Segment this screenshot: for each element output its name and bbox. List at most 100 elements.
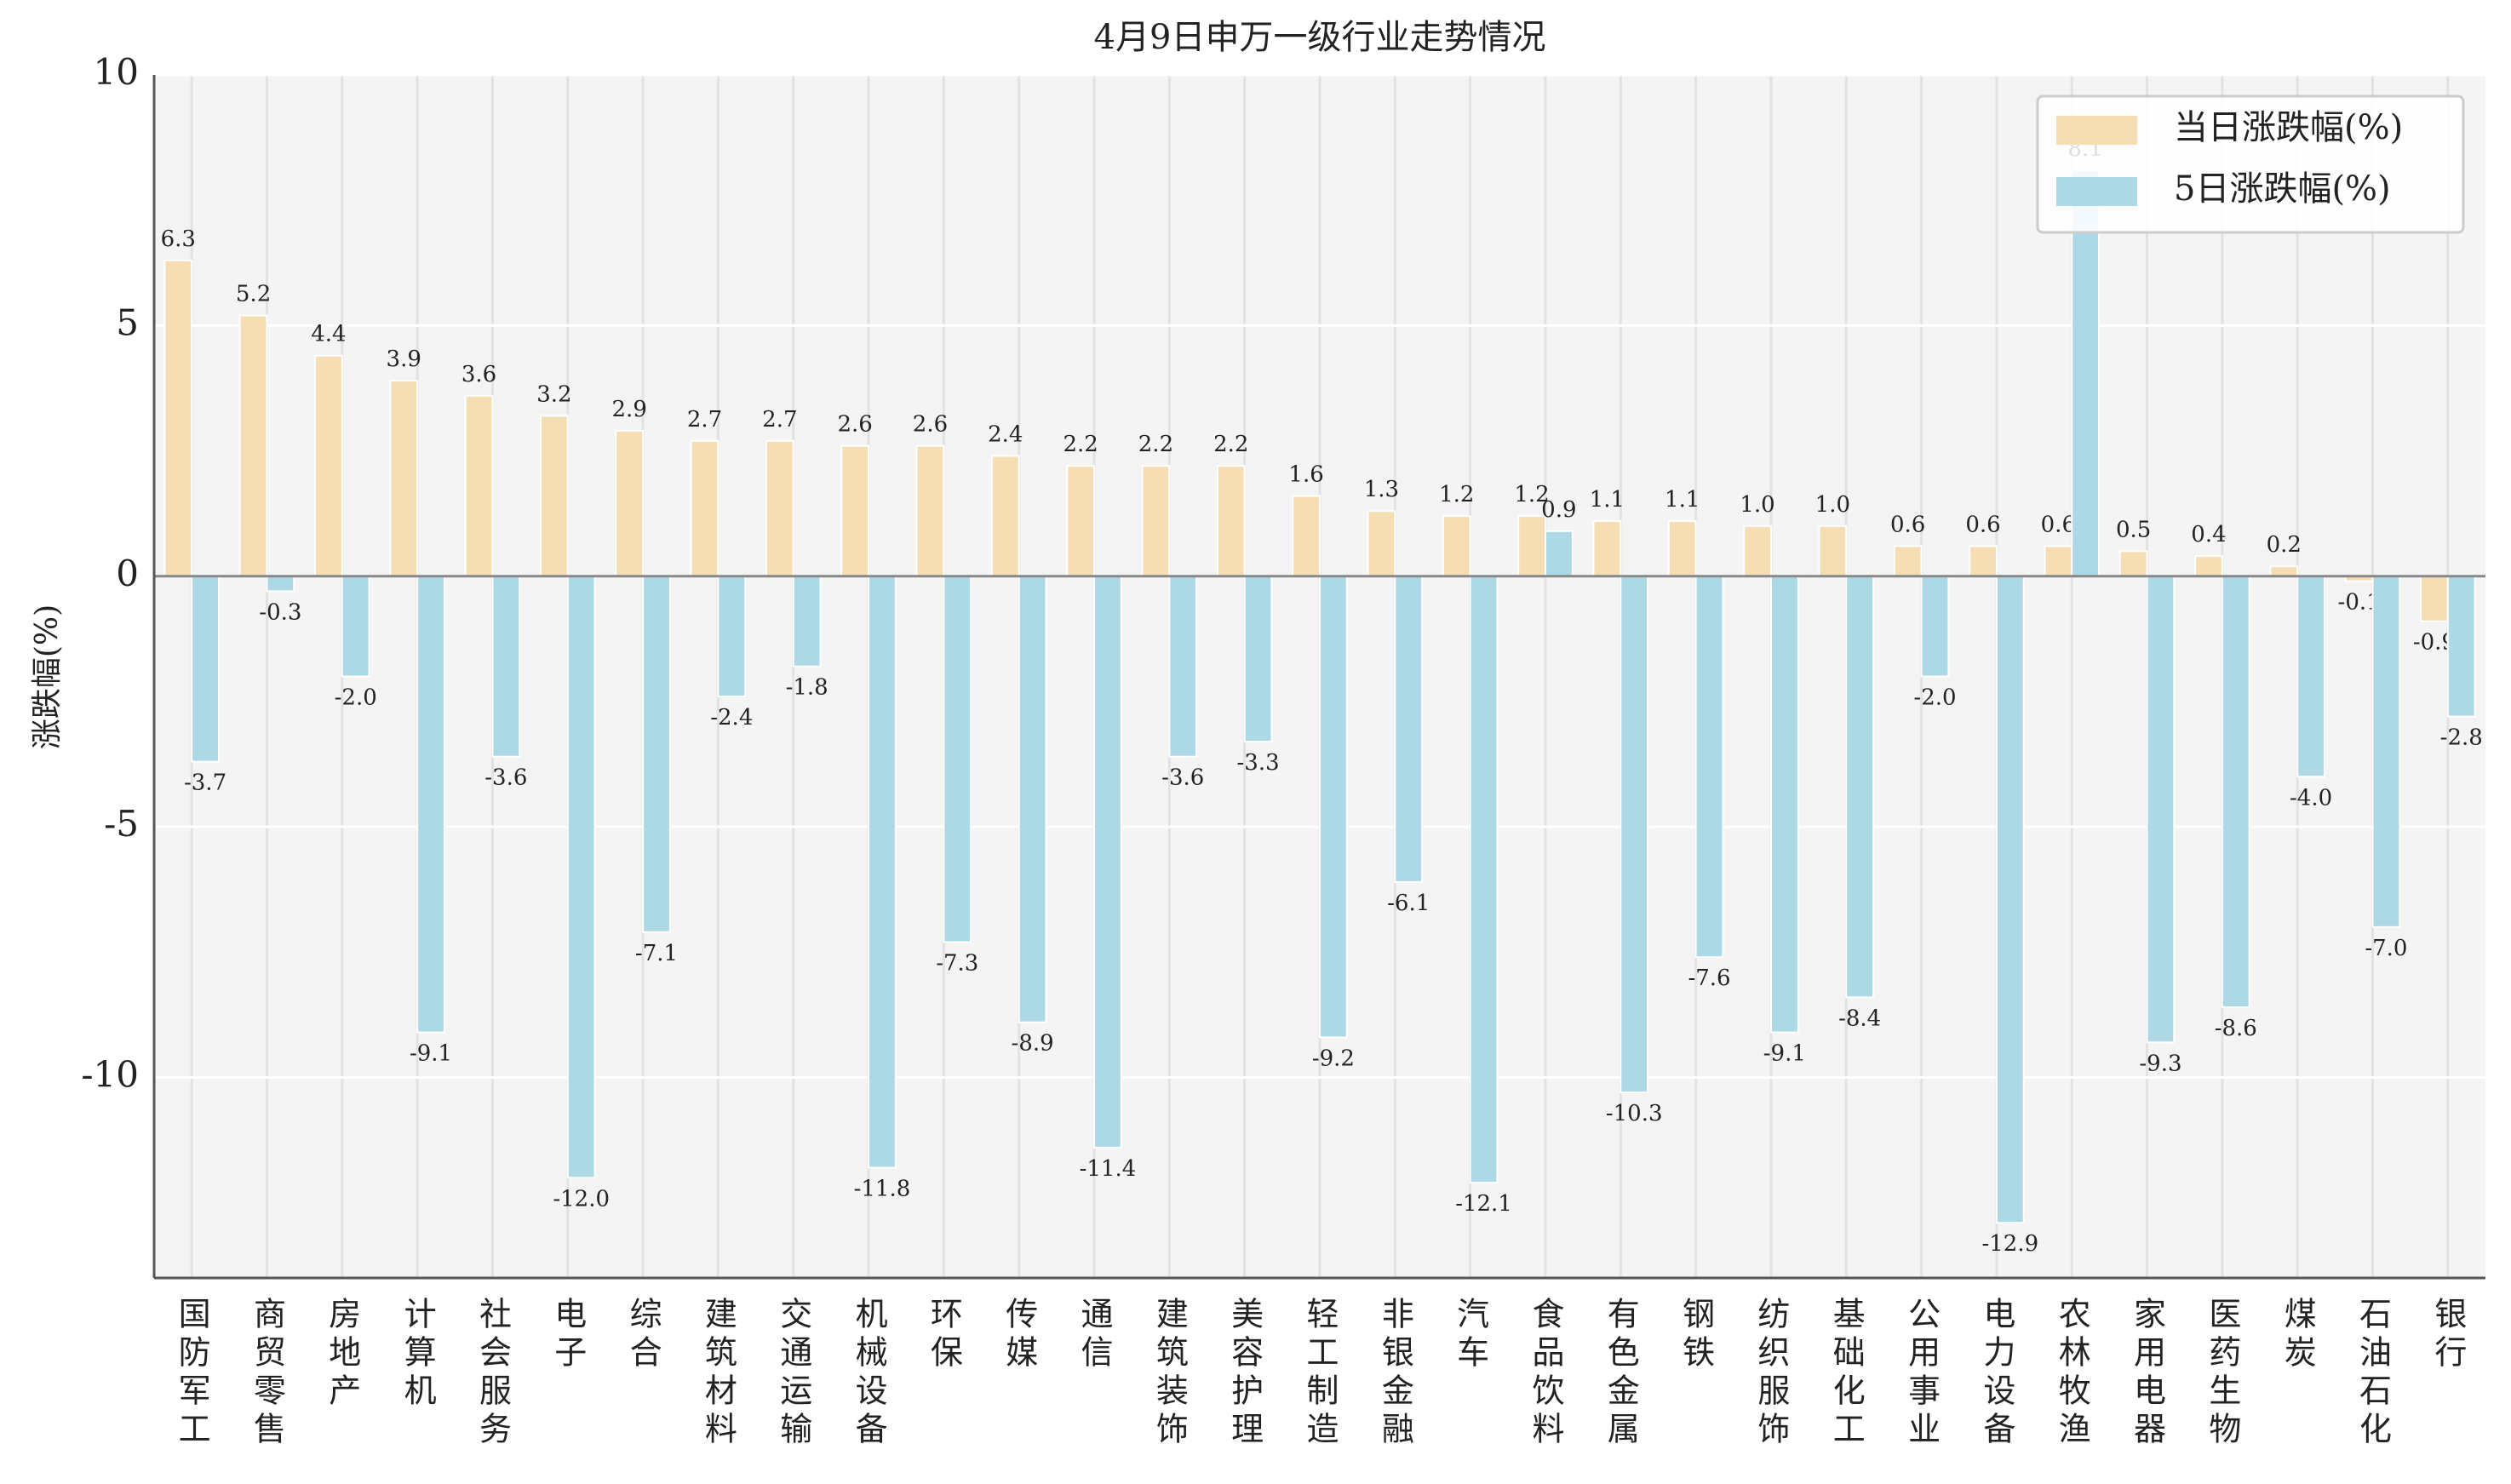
x-tick-label: 医药生物	[2204, 1297, 2241, 1450]
bar	[615, 430, 645, 577]
bar	[868, 575, 897, 1169]
bar	[1517, 515, 1546, 577]
legend-label: 当日涨跌幅(%)	[2174, 108, 2403, 147]
x-tick-label: 通信	[1075, 1297, 1113, 1373]
value-label: -9.1	[410, 1041, 452, 1067]
x-tick-label: 基础化工	[1827, 1297, 1865, 1450]
bar	[1216, 465, 1246, 577]
value-label: -8.4	[1838, 1006, 1881, 1031]
value-label: 2.2	[1138, 432, 1173, 457]
x-tick-label: 轻工制造	[1301, 1297, 1339, 1450]
bar	[1544, 530, 1574, 577]
x-tick-label: 银行	[2429, 1297, 2467, 1373]
value-label: -6.1	[1387, 891, 1430, 916]
bar	[1995, 575, 2025, 1224]
bar	[915, 444, 945, 577]
bar	[163, 259, 193, 577]
bar	[792, 575, 822, 668]
x-tick-label: 机械设备	[850, 1297, 887, 1450]
value-label: -3.6	[484, 765, 527, 791]
value-label: -11.8	[854, 1176, 911, 1201]
value-label: -1.8	[786, 675, 828, 701]
bar	[765, 439, 794, 577]
x-tick-label: 有色金属	[1602, 1297, 1639, 1450]
bar	[1442, 515, 1471, 577]
value-label: 3.9	[387, 347, 421, 372]
x-tick-label: 房地产	[324, 1297, 361, 1412]
bar	[690, 439, 719, 577]
bar	[1694, 575, 1724, 959]
value-label: -3.7	[184, 771, 226, 796]
value-label: -12.9	[1981, 1231, 2038, 1257]
value-label: -2.8	[2440, 725, 2483, 751]
value-label: -0.3	[259, 599, 301, 625]
value-label: 1.2	[1514, 482, 1549, 507]
bar	[566, 575, 596, 1179]
x-tick-label: 食品饮料	[1527, 1297, 1564, 1450]
x-tick-label: 汽车	[1452, 1297, 1489, 1373]
bar	[943, 575, 972, 943]
y-tick-label: 0	[116, 553, 139, 594]
x-tick-label: 纺织服饰	[1752, 1297, 1790, 1450]
bar	[2118, 550, 2148, 577]
value-label: -2.0	[1913, 685, 1956, 711]
x-tick-label: 农林牧渔	[2053, 1297, 2090, 1450]
value-label: -10.3	[1606, 1101, 1663, 1126]
x-tick-label: 环保	[925, 1297, 962, 1373]
bar	[2221, 575, 2250, 1009]
bar	[1592, 519, 1622, 577]
bar	[314, 354, 343, 577]
bar	[1469, 575, 1499, 1184]
x-tick-label: 计算机	[398, 1297, 436, 1412]
x-tick-label: 交通运输	[775, 1297, 812, 1450]
y-tick-label: 5	[116, 301, 139, 343]
bar	[1769, 575, 1799, 1034]
x-tick-label: 钢铁	[1677, 1297, 1715, 1373]
value-label: 1.6	[1288, 462, 1323, 488]
value-label: 2.7	[687, 407, 722, 433]
x-tick-label: 电力设备	[1978, 1297, 2015, 1450]
chart-title: 4月9日申万一级行业走势情况	[1094, 18, 1546, 57]
bar	[1292, 495, 1321, 577]
value-label: -8.9	[1012, 1031, 1054, 1057]
x-tick-label: 综合	[624, 1297, 662, 1373]
y-tick-label: -10	[81, 1054, 139, 1096]
value-label: 2.2	[1213, 432, 1248, 457]
value-label: 1.0	[1815, 492, 1850, 518]
x-tick-label: 非银金融	[1376, 1297, 1413, 1450]
value-label: -2.4	[710, 705, 753, 731]
value-label: 0.9	[1541, 497, 1576, 523]
bar	[1743, 524, 1772, 577]
bar	[491, 575, 521, 758]
x-tick-label: 家用电器	[2129, 1297, 2166, 1450]
bar	[1093, 575, 1122, 1149]
value-label: -7.3	[936, 951, 978, 977]
bar	[2044, 545, 2073, 577]
bar	[341, 575, 370, 678]
value-label: 2.9	[612, 397, 647, 422]
value-label: -2.0	[335, 685, 377, 711]
value-label: -3.6	[1161, 765, 1204, 791]
value-label: 4.4	[311, 322, 346, 347]
bar	[1168, 575, 1198, 758]
value-label: -7.0	[2365, 936, 2407, 961]
x-tick-label: 建筑装饰	[1150, 1297, 1188, 1450]
bar	[389, 380, 419, 577]
bar	[2296, 575, 2325, 778]
bar	[1969, 545, 1998, 577]
value-label: 0.4	[2191, 522, 2226, 547]
y-tick-label: 10	[94, 51, 139, 93]
bar	[990, 455, 1020, 577]
bar	[1018, 575, 1047, 1023]
bar	[2446, 575, 2476, 718]
value-label: 0.6	[2041, 512, 2076, 537]
bar	[2146, 575, 2176, 1044]
legend-box	[2036, 95, 2465, 234]
bar	[464, 394, 494, 577]
bar	[2194, 555, 2223, 577]
x-tick-label: 美容护理	[1226, 1297, 1264, 1450]
value-label: 3.2	[536, 381, 571, 407]
bar	[191, 575, 220, 763]
